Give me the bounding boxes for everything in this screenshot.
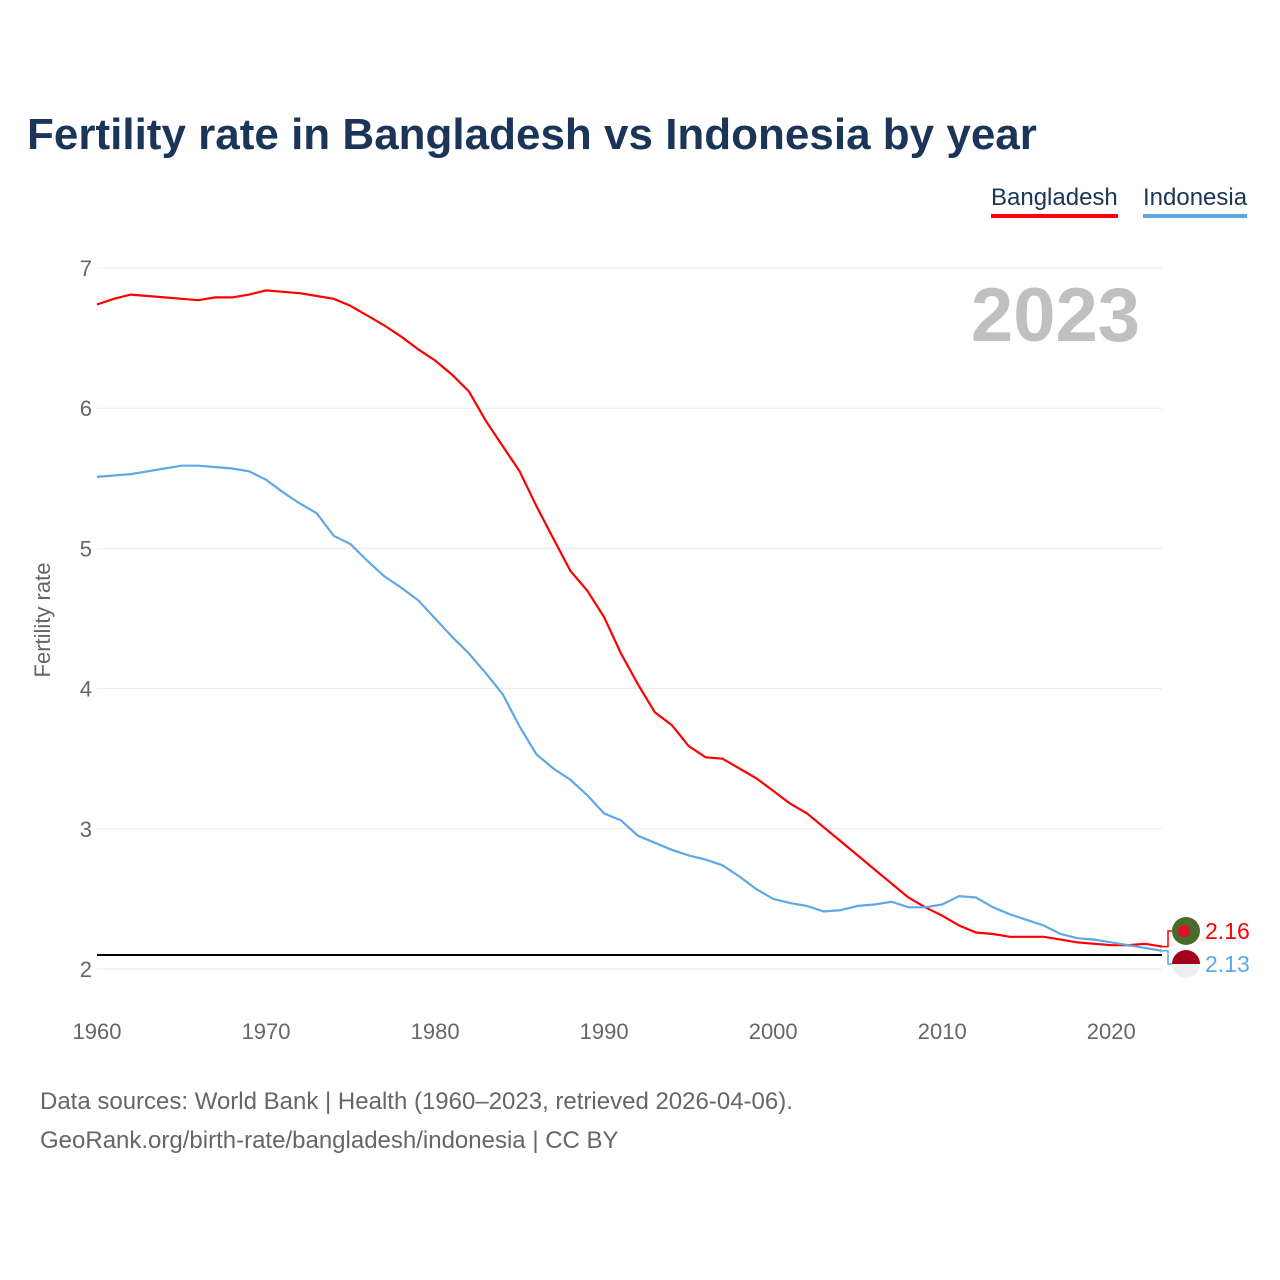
x-tick-label: 2010: [918, 1019, 967, 1044]
y-tick-label: 3: [80, 817, 92, 842]
indonesia-flag-icon: [1172, 950, 1200, 964]
source-line-1: Data sources: World Bank | Health (1960–…: [40, 1088, 793, 1115]
y-tick-label: 4: [80, 677, 92, 702]
source-line-2: GeoRank.org/birth-rate/bangladesh/indone…: [40, 1127, 619, 1154]
legend-bangladesh[interactable]: Bangladesh: [991, 184, 1118, 218]
x-tick-label: 1990: [580, 1019, 629, 1044]
end-value-label: 2.13: [1205, 951, 1250, 977]
chart-title: Fertility rate in Bangladesh vs Indonesi…: [27, 110, 1037, 159]
legend-indonesia[interactable]: Indonesia: [1143, 184, 1248, 218]
end-value-label: 2.16: [1205, 918, 1250, 944]
x-tick-label: 1970: [242, 1019, 291, 1044]
y-tick-label: 2: [80, 957, 92, 982]
y-tick-label: 7: [80, 256, 92, 281]
x-tick-label: 1980: [411, 1019, 460, 1044]
series-line-bangladesh: [96, 289, 1163, 948]
y-axis-label: Fertility rate: [30, 563, 55, 678]
year-watermark: 2023: [971, 273, 1140, 358]
x-tick-label: 2020: [1087, 1019, 1136, 1044]
y-tick-label: 5: [80, 536, 92, 561]
x-tick-label: 1960: [73, 1019, 122, 1044]
indonesia-flag-white: [1172, 964, 1200, 978]
x-tick-label: 2000: [749, 1019, 798, 1044]
bangladesh-flag-dot: [1178, 925, 1190, 937]
end-connector: [1162, 930, 1174, 948]
end-connector: [1162, 950, 1174, 965]
y-tick-label: 6: [80, 396, 92, 421]
series-line-indonesia: [96, 464, 1163, 952]
